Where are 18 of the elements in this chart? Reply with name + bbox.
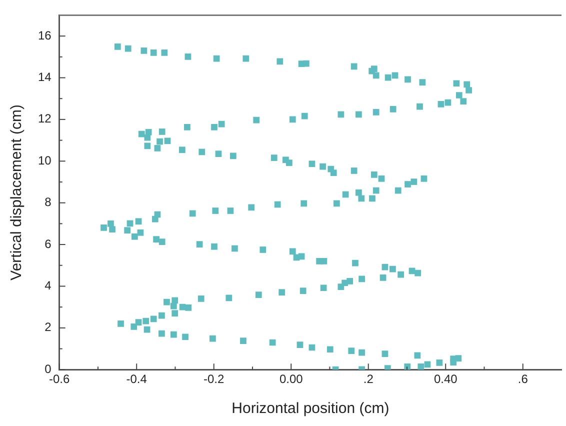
y-axis-title: Vertical displacement (cm) [8,104,26,280]
y-tick-label: 16 [38,28,52,42]
y-tick-label: 14 [38,70,52,84]
y-tick-label: 2 [44,320,52,334]
x-tick-label: 0.40 [434,372,458,386]
x-tick-label: -0.4 [126,372,148,386]
x-axis-title: Horizontal position (cm) [232,400,390,418]
x-tick-label: 0.00 [279,372,304,386]
y-tick-label: 10 [38,153,52,168]
y-tick-label: 0 [44,362,52,376]
x-tick-label: .6 [518,372,528,386]
y-tick-label: 4 [44,278,52,293]
x-tick-label: .2 [363,372,374,386]
x-tick-label: -0.2 [204,372,225,386]
y-tick-label: 8 [44,195,52,210]
y-tick-label: 12 [38,112,52,126]
x-tick-label: -0.6 [49,372,70,386]
y-tick-label: 6 [44,236,52,251]
